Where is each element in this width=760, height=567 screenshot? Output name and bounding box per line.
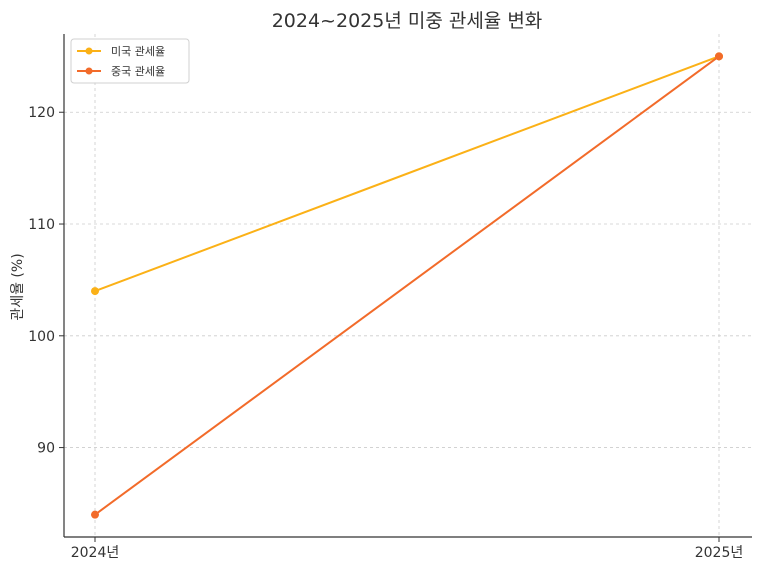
grid-layer	[64, 34, 752, 537]
series-layer	[91, 52, 723, 519]
legend-marker	[85, 47, 93, 55]
series-line-2	[94, 55, 720, 516]
series-line-1	[94, 55, 720, 293]
x-tick-label: 2025년	[695, 545, 744, 561]
y-tick-label: 120	[28, 105, 55, 121]
y-tick-label: 110	[28, 217, 55, 233]
y-tick-label: 100	[28, 329, 55, 345]
data-point	[715, 52, 723, 61]
y-tick-label: 90	[37, 441, 55, 457]
data-point	[91, 510, 99, 519]
x-tick-label: 2024년	[71, 545, 120, 561]
legend-label: 미국 관세율	[111, 45, 165, 58]
chart-title: 2024~2025년 미중 관세율 변화	[272, 10, 543, 32]
legend-label: 중국 관세율	[111, 65, 165, 78]
y-axis-label: 관세율 (%)	[10, 253, 26, 320]
data-point	[91, 287, 99, 296]
legend-marker	[85, 67, 93, 75]
axes-layer: 90 100 110 120 2024년 2025년	[28, 34, 752, 561]
